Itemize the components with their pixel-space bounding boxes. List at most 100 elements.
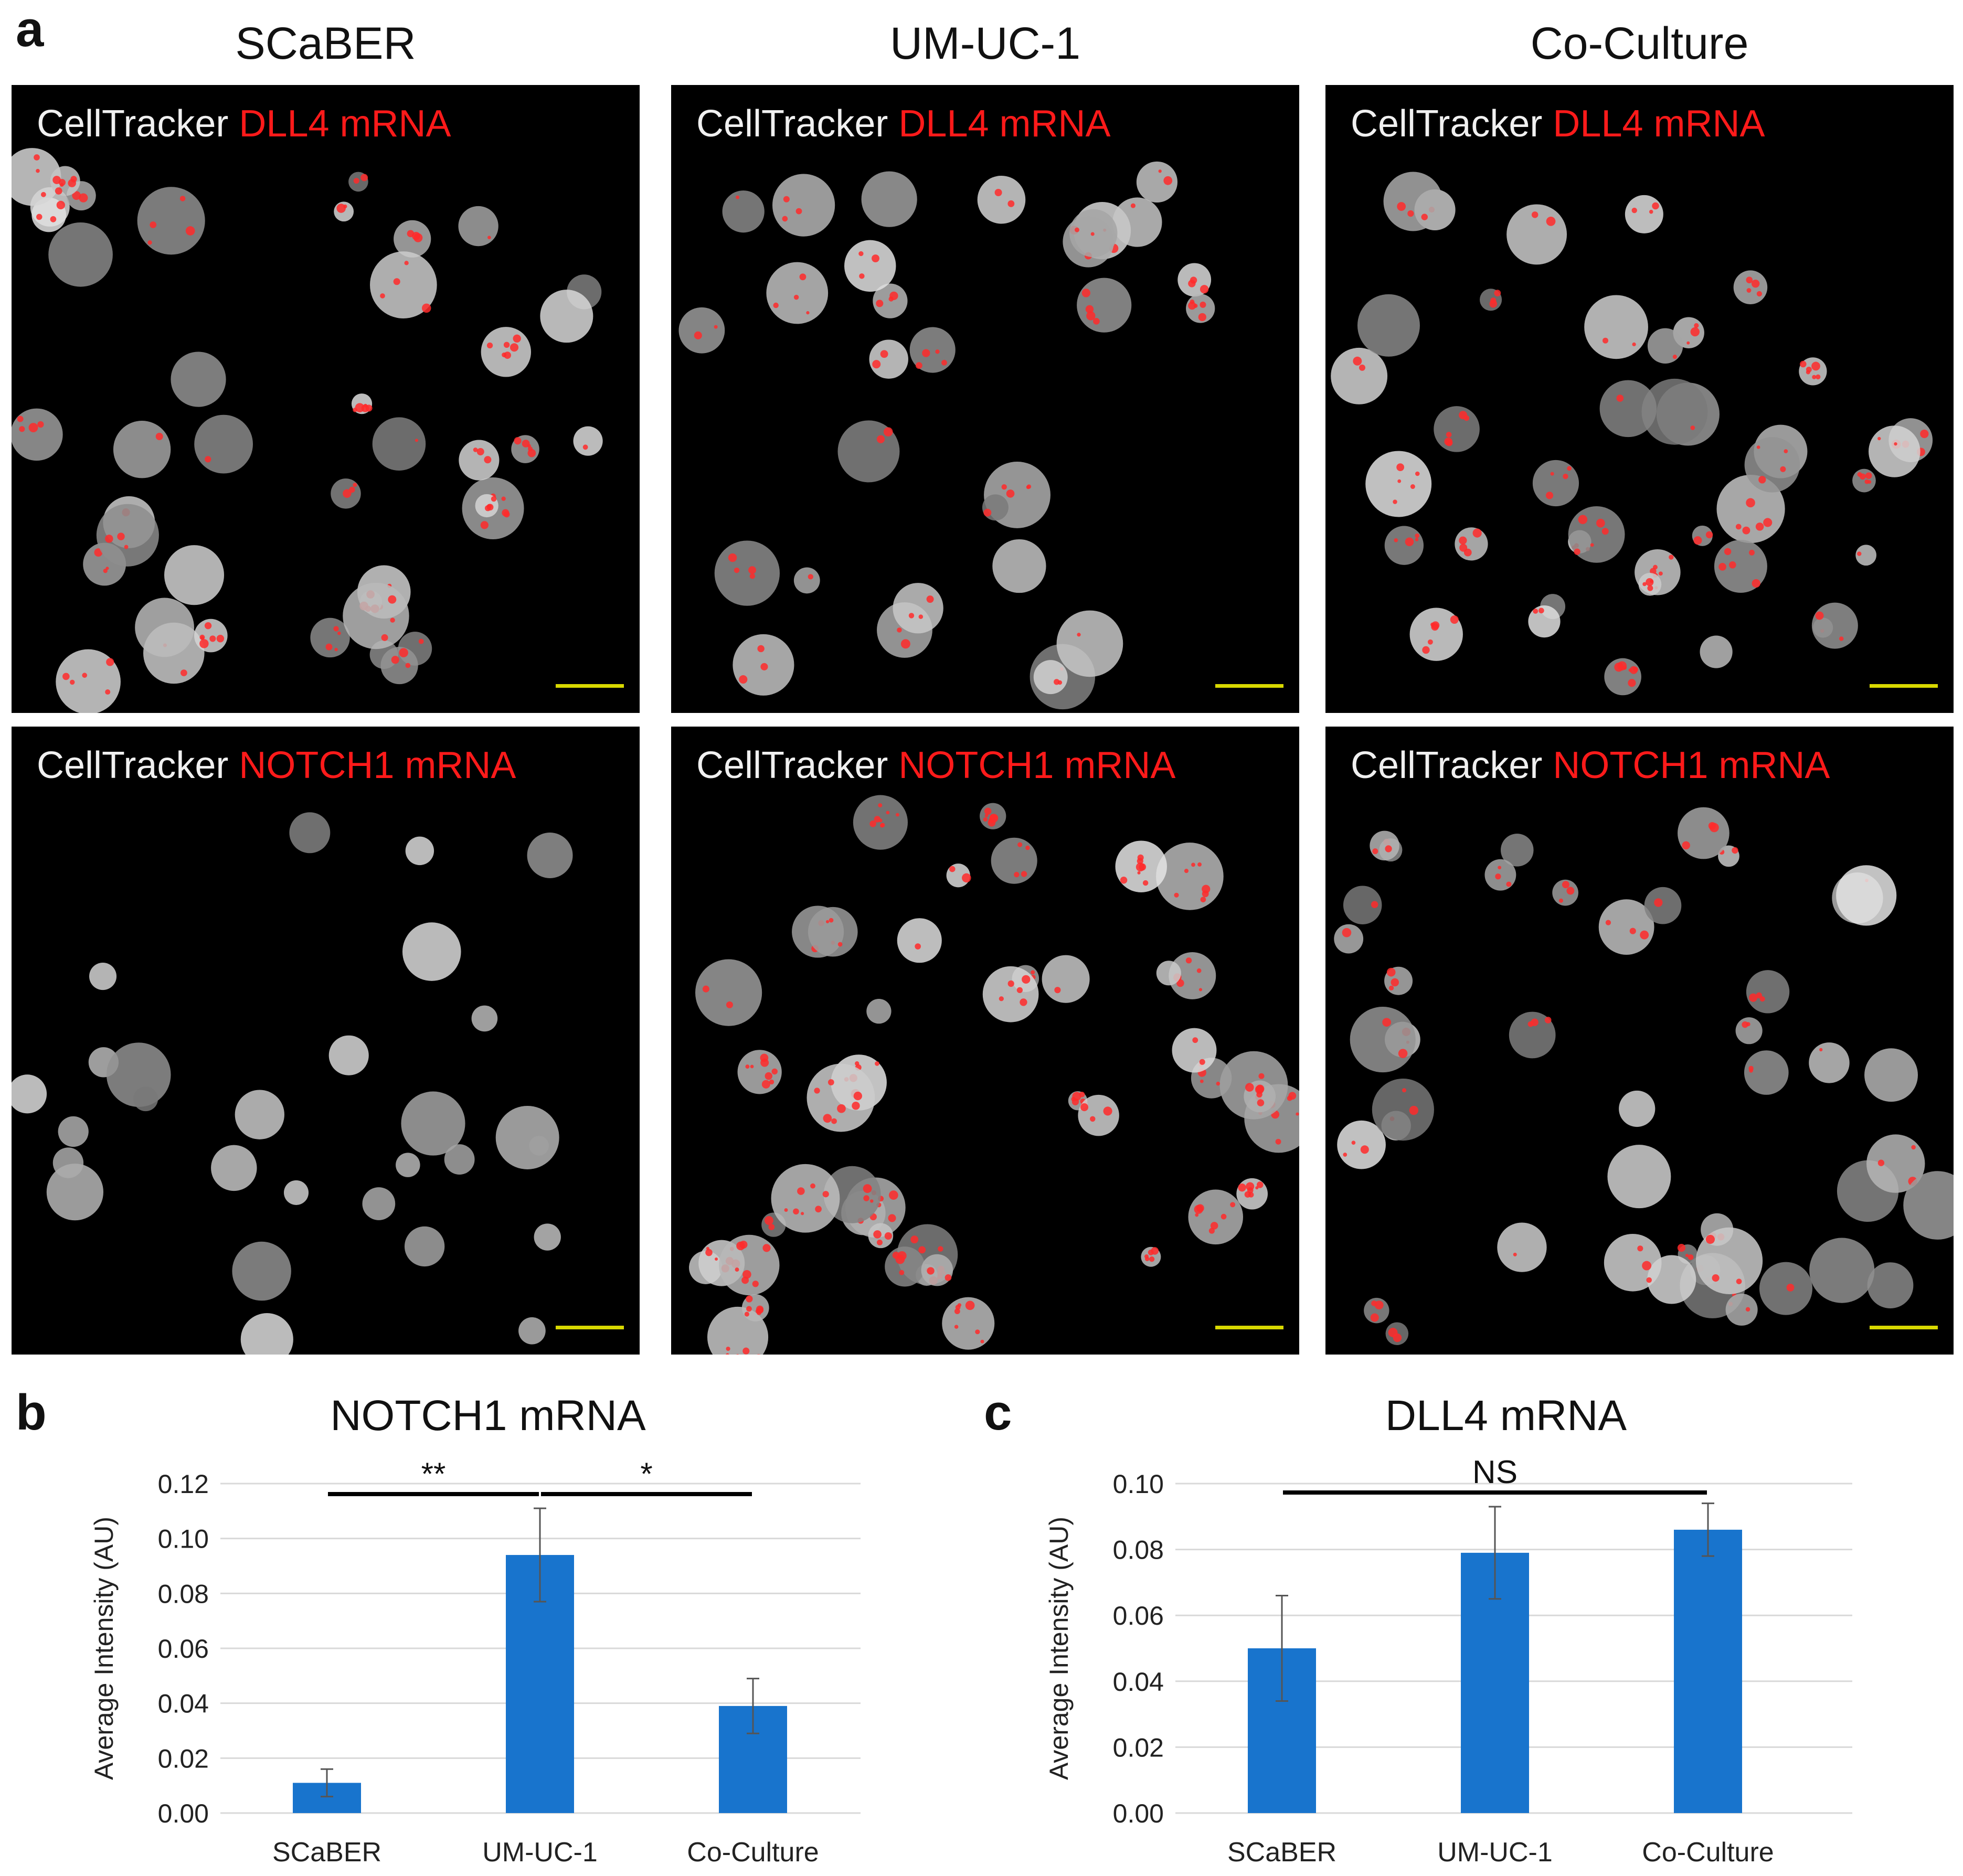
- marker-label: NOTCH1 mRNA: [1553, 744, 1830, 786]
- mrna-dot: [994, 189, 1002, 196]
- mrna-dot: [1371, 901, 1378, 908]
- error-bar: [321, 1768, 333, 1798]
- mrna-dot: [1705, 531, 1713, 539]
- mrna-dot: [1749, 993, 1758, 1002]
- panel-label-b: b: [16, 1384, 47, 1441]
- mrna-dot: [744, 1312, 749, 1317]
- mrna-dot: [216, 635, 225, 643]
- mrna-dot: [1137, 858, 1143, 865]
- y-tick-label: 0.04: [1113, 1667, 1164, 1697]
- cell-blob: [405, 836, 434, 866]
- mrna-dot: [783, 196, 790, 202]
- cell-blob: [369, 251, 437, 318]
- cell-image: [12, 812, 573, 1355]
- mrna-dot: [764, 1216, 773, 1225]
- mrna-dot: [1686, 341, 1690, 345]
- mrna-dot: [1191, 862, 1195, 867]
- mrna-dot: [984, 807, 992, 815]
- cell-blob: [540, 290, 593, 343]
- cell-blob: [1331, 347, 1388, 404]
- micrograph-label: CellTracker DLL4 mRNA: [696, 105, 1111, 143]
- mrna-dot: [391, 656, 399, 664]
- cell-blob: [1604, 1233, 1662, 1292]
- cell-blob: [722, 190, 765, 233]
- mrna-dot: [900, 639, 910, 649]
- mrna-dot: [1865, 472, 1872, 479]
- mrna-dot: [765, 1072, 773, 1080]
- scale-bar: [1870, 1326, 1938, 1329]
- mrna-dot: [1296, 1112, 1299, 1116]
- mrna-dot: [1405, 537, 1414, 547]
- cell-blob: [861, 171, 917, 227]
- mrna-dot: [1531, 211, 1538, 218]
- mrna-dot: [1649, 209, 1653, 214]
- mrna-dot: [1574, 548, 1580, 555]
- mrna-dot: [1811, 361, 1820, 371]
- mrna-dot: [945, 1274, 952, 1281]
- cell-blob: [12, 148, 61, 206]
- mrna-dot: [19, 426, 25, 432]
- mrna-dot: [1616, 395, 1624, 402]
- mrna-dot: [1724, 548, 1732, 556]
- mrna-dot: [784, 1208, 788, 1212]
- mrna-dot: [360, 174, 368, 182]
- mrna-dot: [975, 1329, 980, 1335]
- mrna-dot: [884, 1232, 892, 1240]
- x-tick-label: UM-UC-1: [1437, 1837, 1553, 1868]
- cell-blob: [573, 426, 603, 456]
- scale-bar: [1215, 1326, 1283, 1329]
- mrna-dot: [405, 663, 411, 668]
- cell-blob: [328, 1035, 369, 1075]
- mrna-dot: [1446, 432, 1452, 438]
- mrna-dot: [1631, 207, 1637, 214]
- mrna-dot: [79, 193, 88, 202]
- mrna-dot: [1566, 887, 1575, 895]
- mrna-dot: [897, 1251, 907, 1261]
- mrna-dot: [876, 300, 884, 307]
- mrna-dot: [72, 191, 81, 200]
- mrna-dot: [1185, 957, 1192, 964]
- mrna-dot: [1221, 1213, 1227, 1220]
- error-bar: [747, 1678, 759, 1734]
- mrna-dot: [1388, 985, 1394, 991]
- mrna-dot: [1199, 1059, 1205, 1065]
- cell-blob: [12, 408, 63, 461]
- mrna-dot: [941, 359, 947, 366]
- mrna-dot: [1920, 429, 1929, 439]
- mrna-dot: [726, 1353, 729, 1355]
- cell-image: [1331, 172, 1933, 696]
- stain-label: CellTracker: [37, 744, 229, 786]
- mrna-dot: [1247, 1187, 1254, 1193]
- mrna-dot: [1079, 1091, 1085, 1097]
- mrna-dot: [810, 1183, 815, 1189]
- mrna-dot: [491, 496, 497, 502]
- mrna-dot: [1819, 1048, 1823, 1052]
- cell-blob: [1509, 1011, 1556, 1059]
- mrna-dot: [1800, 360, 1807, 368]
- cell-blob: [404, 1226, 445, 1267]
- cell-blob: [1678, 807, 1729, 859]
- mrna-dot: [876, 1239, 883, 1245]
- significance-label: NS: [1472, 1454, 1518, 1490]
- mrna-dot: [105, 535, 113, 543]
- mrna-dot: [983, 817, 988, 822]
- mrna-dot: [1054, 987, 1061, 994]
- cell-blob: [1078, 1094, 1119, 1136]
- mrna-dot: [1911, 1145, 1916, 1150]
- mrna-dot: [1386, 967, 1396, 977]
- mrna-dot: [150, 221, 157, 228]
- mrna-dot: [1652, 202, 1659, 210]
- mrna-dot: [1245, 1083, 1254, 1092]
- mrna-dot: [1343, 1153, 1347, 1157]
- mrna-dot: [1410, 484, 1415, 489]
- mrna-dot: [1014, 871, 1020, 878]
- mrna-dot: [889, 291, 898, 301]
- x-tick-label: SCaBER: [272, 1837, 381, 1868]
- cell-blob: [1343, 886, 1382, 924]
- cell-blob: [12, 1074, 47, 1114]
- mrna-dot: [858, 251, 864, 257]
- cell-blob: [1169, 952, 1216, 999]
- mrna-dot: [1784, 449, 1788, 454]
- mrna-dot: [486, 342, 493, 349]
